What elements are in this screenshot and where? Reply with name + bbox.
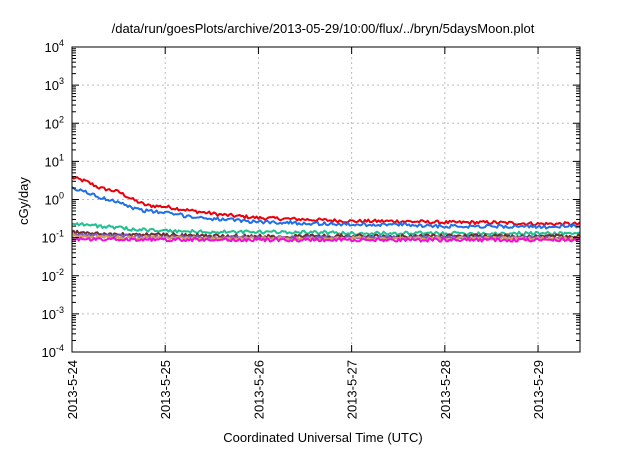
y-tick-label: 100 — [45, 191, 64, 208]
y-axis-label: cGy/day — [16, 177, 31, 225]
x-tick-label: 2013-5-25 — [158, 360, 173, 419]
series-line-3 — [71, 222, 581, 236]
x-axis-label: Coordinated Universal Time (UTC) — [223, 430, 422, 445]
series-line-2 — [71, 186, 581, 230]
x-tick-label: 2013-5-29 — [531, 360, 546, 419]
chart-title: /data/run/goesPlots/archive/2013-05-29/1… — [112, 21, 535, 36]
series-line-7 — [71, 236, 581, 243]
x-tick-label: 2013-5-26 — [251, 360, 266, 419]
x-tick-label: 2013-5-24 — [65, 360, 80, 419]
y-tick-label: 10-4 — [42, 343, 64, 360]
series-lines — [71, 176, 581, 243]
y-tick-label: 101 — [45, 152, 64, 169]
y-tick-label: 103 — [45, 76, 64, 93]
grid-lines — [72, 47, 580, 352]
y-tick-label: 104 — [45, 38, 64, 55]
series-line-6 — [71, 233, 581, 242]
y-tick-label: 10-3 — [42, 305, 64, 322]
y-tick-label: 10-1 — [42, 229, 64, 246]
y-tick-label: 10-2 — [42, 267, 64, 284]
x-tick-label: 2013-5-28 — [438, 360, 453, 419]
x-tick-label: 2013-5-27 — [345, 360, 360, 419]
series-line-1 — [71, 176, 581, 227]
y-tick-label: 102 — [45, 114, 64, 131]
axis-ticks: 10-4 10-3 10-2 10-1 100 101 102 103 104 2013-5-24… — [42, 38, 580, 419]
